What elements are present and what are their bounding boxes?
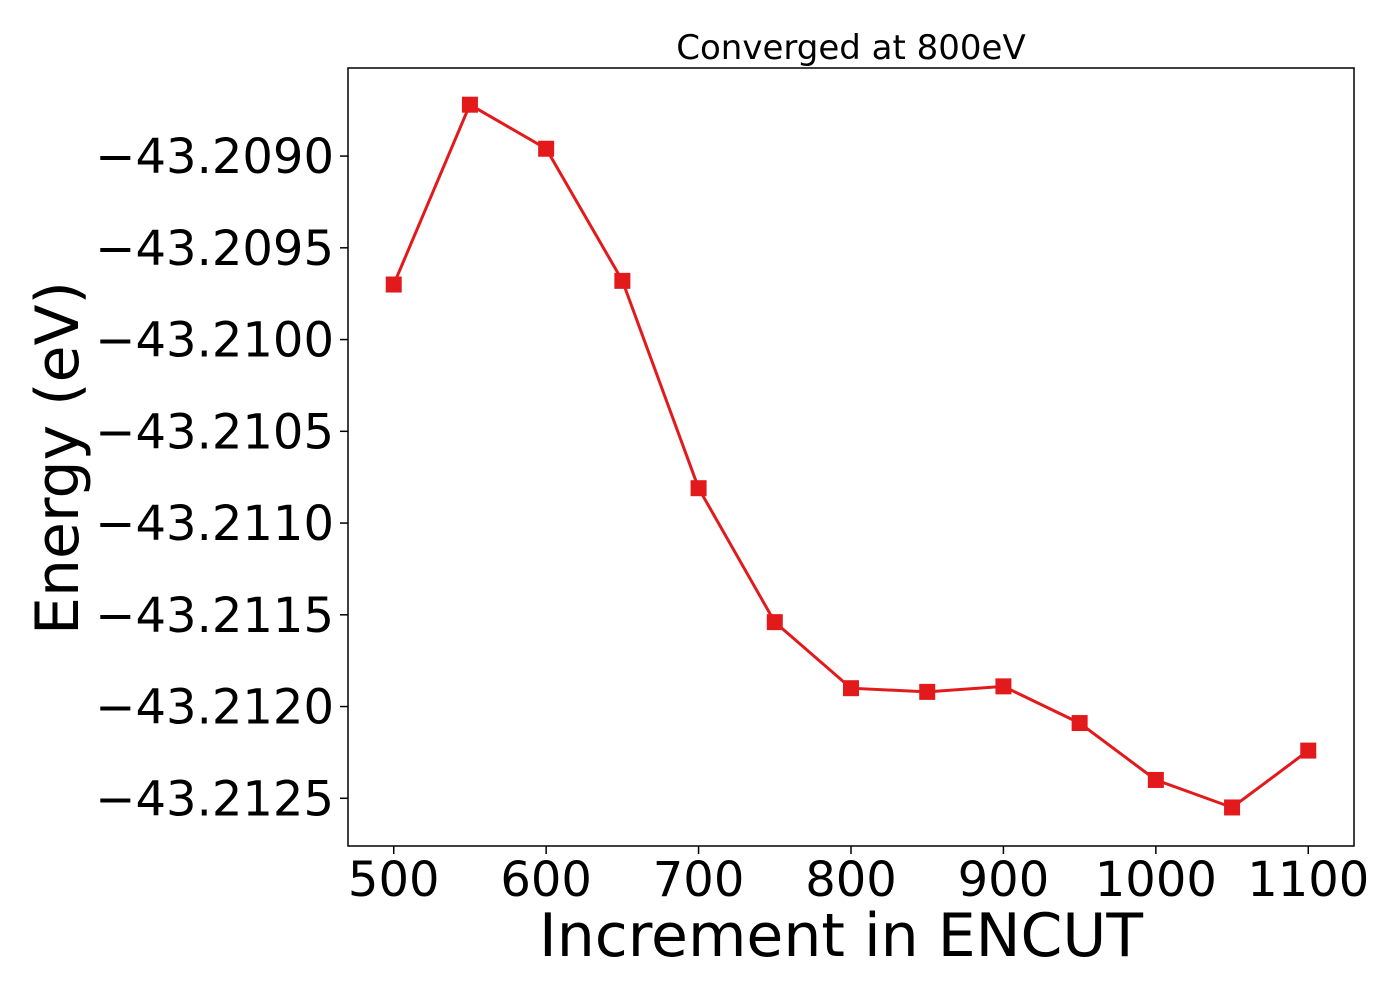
data-point-marker: [385, 276, 402, 293]
data-point-marker: [461, 96, 478, 113]
data-point-marker: [766, 614, 783, 631]
y-axis: −43.2090 −43.2095 −43.2100 −43.2105 −43.2110…: [95, 129, 348, 827]
data-point-marker: [690, 480, 707, 497]
x-tick-label: 500: [348, 852, 440, 908]
energy-series-line: [392, 102, 1310, 810]
energy-series-markers: [385, 96, 1317, 816]
y-axis-title: Energy (eV): [23, 281, 93, 635]
plot-area-frame: [347, 67, 1355, 847]
y-tick-label: −43.2105: [95, 404, 334, 460]
y-tick-label: −43.2125: [95, 771, 334, 827]
x-tick-label: 800: [805, 852, 897, 908]
y-tick-label: −43.2120: [95, 680, 334, 736]
x-tick-label: 600: [500, 852, 592, 908]
data-point-marker: [614, 272, 631, 289]
data-point-marker: [1300, 742, 1317, 759]
x-tick-label: 1100: [1247, 852, 1369, 908]
data-point-marker: [919, 683, 936, 700]
y-tick-label: −43.2115: [95, 588, 334, 644]
data-point-marker: [1147, 771, 1164, 788]
x-axis: 500 600 700 800 900 1000 1100: [348, 846, 1369, 908]
data-point-marker: [995, 678, 1012, 695]
y-tick-label: −43.2110: [95, 496, 334, 552]
x-tick-label: 700: [653, 852, 745, 908]
x-axis-title: Increment in ENCUT: [539, 901, 1143, 971]
y-tick-label: −43.2095: [95, 221, 334, 277]
data-point-marker: [538, 140, 555, 157]
data-point-marker: [1224, 799, 1241, 816]
chart-title: Converged at 800eV: [676, 28, 1025, 68]
data-point-marker: [843, 680, 859, 697]
data-point-marker: [1071, 715, 1088, 732]
y-tick-label: −43.2090: [95, 129, 334, 185]
x-tick-label: 1000: [1095, 852, 1217, 908]
y-tick-label: −43.2100: [95, 313, 334, 369]
x-tick-label: 900: [958, 852, 1050, 908]
